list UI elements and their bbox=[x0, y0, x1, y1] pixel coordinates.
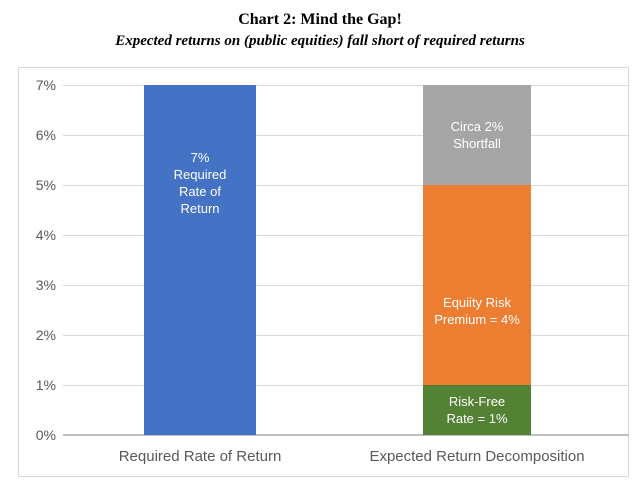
chart-header: Chart 2: Mind the Gap! Expected returns … bbox=[0, 9, 640, 52]
gridline-3pct bbox=[63, 285, 629, 286]
gridline-6pct bbox=[63, 135, 629, 136]
y-axis: 7% 6% 5% 4% 3% 2% 1% 0% bbox=[19, 68, 56, 476]
x-axis-label-expected-return-decomposition: Expected Return Decomposition bbox=[369, 448, 585, 465]
y-tick-label-3pct: 3% bbox=[35, 277, 56, 293]
bar-segment-equity-risk-premium: Equiity Risk Premium = 4% bbox=[423, 185, 531, 385]
bar-label-risk-free-rate: Risk-Free Rate = 1% bbox=[446, 394, 508, 426]
gridline-5pct bbox=[63, 185, 629, 186]
chart-subtitle: Expected returns on (public equities) fa… bbox=[115, 33, 525, 49]
chart-title: Chart 2: Mind the Gap! bbox=[238, 11, 402, 28]
y-tick-label-0pct: 0% bbox=[35, 427, 56, 443]
x-axis-label-required-rate-of-return: Required Rate of Return bbox=[118, 448, 282, 465]
bar-label-required-rate-of-return: 7% Required Rate of Return bbox=[173, 150, 227, 216]
chart-frame: 7% 6% 5% 4% 3% 2% 1% 0% 7% Required Rate of Ret… bbox=[18, 67, 629, 477]
gridline-7pct bbox=[63, 85, 629, 86]
bar-required-rate-of-return: 7% Required Rate of Return bbox=[144, 85, 256, 435]
gridline-1pct bbox=[63, 385, 629, 386]
bar-segment-shortfall: Circa 2% Shortfall bbox=[423, 85, 531, 185]
y-tick-label-7pct: 7% bbox=[35, 77, 56, 93]
gridline-4pct bbox=[63, 235, 629, 236]
y-tick-label-2pct: 2% bbox=[35, 327, 56, 343]
bar-label-shortfall: Circa 2% Shortfall bbox=[450, 119, 504, 151]
y-tick-label-5pct: 5% bbox=[35, 177, 56, 193]
y-tick-label-4pct: 4% bbox=[35, 227, 56, 243]
bar-segment-required-rate-of-return: 7% Required Rate of Return bbox=[144, 85, 256, 435]
y-tick-label-6pct: 6% bbox=[35, 127, 56, 143]
plot-area: 7% Required Rate of Return Risk-Free Rate… bbox=[63, 85, 629, 436]
x-axis-line bbox=[63, 434, 629, 436]
gridline-2pct bbox=[63, 335, 629, 336]
bar-expected-return-decomposition: Risk-Free Rate = 1% Equiity Risk Premium … bbox=[423, 85, 531, 435]
bar-segment-risk-free-rate: Risk-Free Rate = 1% bbox=[423, 385, 531, 435]
y-tick-label-1pct: 1% bbox=[35, 377, 56, 393]
bar-label-equity-risk-premium: Equiity Risk Premium = 4% bbox=[434, 295, 520, 327]
